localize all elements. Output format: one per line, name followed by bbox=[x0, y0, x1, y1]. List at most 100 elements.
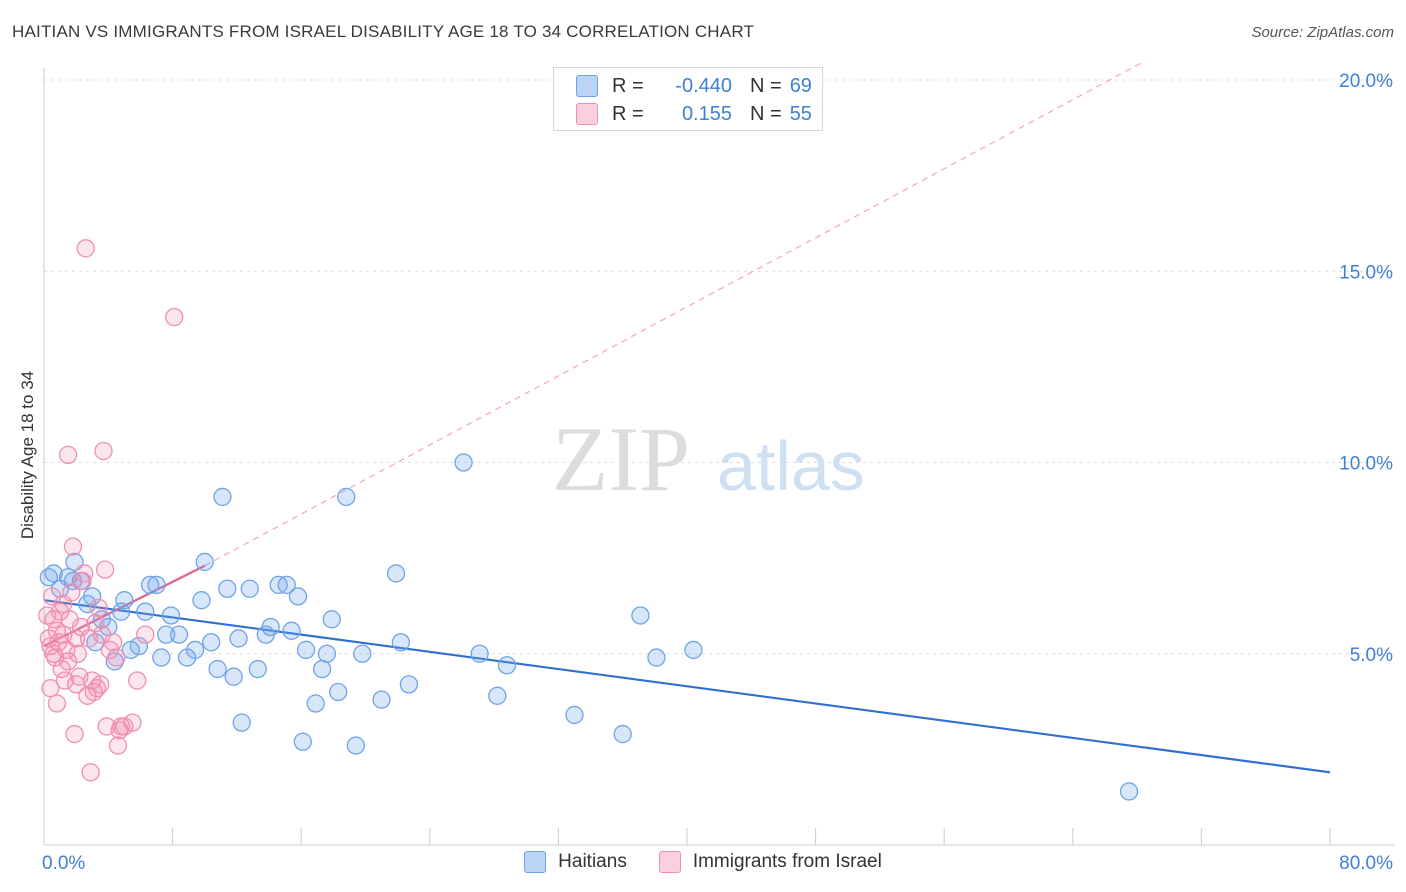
point-israel bbox=[65, 724, 84, 744]
trend-line bbox=[43, 599, 1331, 774]
point-israel bbox=[81, 763, 100, 782]
point-israel bbox=[76, 239, 95, 258]
point-haitians bbox=[322, 610, 341, 629]
point-israel bbox=[58, 652, 78, 671]
grid bbox=[44, 79, 1395, 655]
point-israel bbox=[89, 598, 108, 617]
point-israel bbox=[107, 648, 126, 667]
point-haitians bbox=[470, 644, 489, 663]
n-label: N = bbox=[750, 74, 782, 97]
legend-row-haitians: R = -0.440 N = 69 bbox=[576, 73, 812, 99]
point-haitians bbox=[353, 644, 372, 663]
legend-label-israel: Immigrants from Israel bbox=[692, 851, 882, 872]
axes bbox=[43, 68, 1395, 846]
point-haitians bbox=[208, 659, 227, 679]
point-haitians bbox=[161, 606, 181, 625]
point-haitians bbox=[631, 606, 650, 625]
trend-line-extension bbox=[204, 60, 1146, 567]
point-haitians bbox=[337, 487, 356, 507]
point-haitians bbox=[202, 633, 221, 652]
point-haitians bbox=[232, 713, 251, 732]
legend-row-israel: R = 0.155 N = 55 bbox=[576, 101, 812, 127]
point-haitians bbox=[44, 564, 63, 583]
point-israel bbox=[67, 629, 86, 648]
point-israel bbox=[58, 445, 78, 465]
correlation-legend: R = -0.440 N = 69 R = 0.155 N = 55 bbox=[553, 67, 823, 131]
point-haitians bbox=[647, 648, 666, 667]
point-israel bbox=[68, 644, 87, 663]
point-haitians bbox=[229, 629, 248, 648]
point-haitians bbox=[399, 675, 419, 694]
point-haitians bbox=[136, 602, 155, 621]
point-haitians bbox=[454, 453, 473, 472]
point-israel bbox=[86, 614, 105, 633]
point-haitians bbox=[261, 617, 280, 637]
point-israel bbox=[91, 675, 110, 694]
x-tick-label: 80.0% bbox=[1339, 853, 1393, 874]
chart-title: HAITIAN VS IMMIGRANTS FROM ISRAEL DISABI… bbox=[12, 22, 755, 41]
point-haitians bbox=[224, 667, 243, 686]
legend-swatch-israel bbox=[576, 103, 598, 125]
point-israel bbox=[103, 633, 123, 652]
point-haitians bbox=[391, 633, 411, 652]
point-haitians bbox=[157, 625, 176, 644]
point-haitians bbox=[147, 575, 166, 595]
legend-swatch-haitians bbox=[576, 75, 598, 97]
point-haitians bbox=[248, 659, 267, 679]
point-haitians bbox=[565, 705, 584, 725]
watermark-zip: ZIP bbox=[552, 408, 690, 510]
y-tick-label: 15.0% bbox=[1339, 262, 1393, 283]
point-haitians bbox=[312, 659, 332, 679]
n-value: 55 bbox=[789, 102, 812, 125]
tick-labels: 5.0% 10.0% 15.0% 20.0% 0.0% 80.0% bbox=[42, 71, 1393, 874]
point-haitians bbox=[613, 724, 632, 744]
point-haitians bbox=[195, 552, 214, 572]
point-haitians bbox=[329, 682, 348, 702]
point-haitians bbox=[488, 686, 507, 705]
point-haitians bbox=[169, 625, 189, 644]
point-israel bbox=[136, 625, 155, 644]
point-haitians bbox=[497, 656, 517, 675]
point-israel bbox=[54, 594, 73, 614]
point-haitians bbox=[185, 640, 205, 660]
point-haitians bbox=[112, 602, 131, 621]
point-israel bbox=[55, 671, 75, 690]
point-haitians bbox=[317, 644, 337, 663]
point-haitians bbox=[1119, 782, 1139, 801]
point-israel bbox=[94, 441, 113, 461]
point-haitians bbox=[218, 579, 237, 598]
point-haitians bbox=[140, 575, 160, 595]
watermark-atlas: atlas bbox=[717, 427, 865, 505]
y-tick-label: 5.0% bbox=[1350, 645, 1393, 666]
series-legend: Haitians Immigrants from Israel bbox=[0, 851, 1406, 873]
y-tick-label: 20.0% bbox=[1339, 71, 1393, 92]
point-haitians bbox=[129, 636, 148, 656]
r-value: 0.155 bbox=[681, 102, 732, 125]
data-points bbox=[38, 239, 1139, 801]
point-haitians bbox=[346, 736, 366, 755]
r-label: R = bbox=[612, 74, 644, 97]
point-israel bbox=[63, 537, 83, 556]
point-haitians bbox=[306, 694, 325, 713]
point-haitians bbox=[192, 591, 211, 610]
point-haitians bbox=[293, 732, 312, 751]
point-israel bbox=[108, 736, 128, 755]
y-tick-label: 10.0% bbox=[1339, 454, 1393, 475]
legend-swatch-israel bbox=[658, 851, 681, 873]
chart-source: Source: ZipAtlas.com bbox=[1251, 24, 1394, 41]
point-israel bbox=[165, 307, 184, 327]
point-haitians bbox=[115, 591, 134, 610]
legend-item-haitians[interactable]: Haitians bbox=[524, 851, 627, 873]
point-haitians bbox=[386, 564, 406, 583]
point-israel bbox=[75, 564, 94, 583]
point-haitians bbox=[288, 587, 308, 606]
r-label: R = bbox=[612, 102, 644, 125]
point-haitians bbox=[213, 487, 232, 507]
point-haitians bbox=[152, 648, 171, 667]
point-israel bbox=[128, 671, 147, 690]
legend-item-israel[interactable]: Immigrants from Israel bbox=[658, 851, 882, 873]
point-israel bbox=[123, 713, 142, 732]
legend-label-haitians: Haitians bbox=[558, 851, 627, 872]
legend-swatch-haitians bbox=[524, 851, 547, 873]
